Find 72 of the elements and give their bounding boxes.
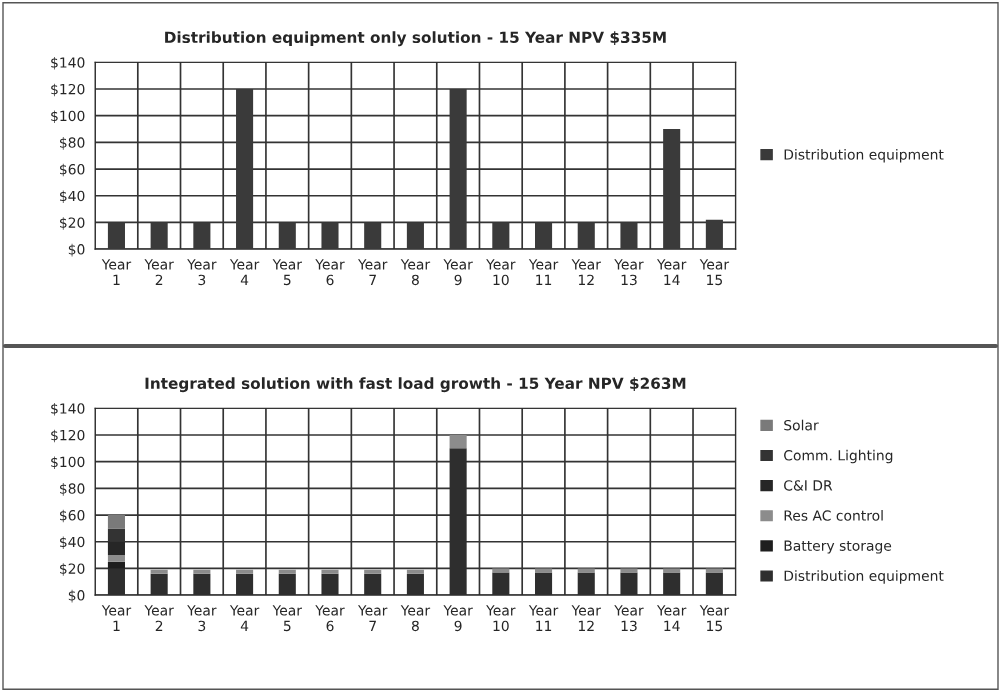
x-tick-label: Year 3 (187, 605, 217, 632)
x-tick-label: Year 2 (144, 259, 174, 285)
bar (364, 569, 382, 574)
bar (449, 434, 467, 449)
y-tick-label: $40 (60, 190, 85, 204)
x-tick-label: Year 7 (357, 259, 388, 285)
bar (321, 569, 339, 574)
x-tick-label: Year 12 (571, 605, 601, 631)
bar (663, 568, 681, 573)
x-tick-label: Year 13 (614, 259, 644, 286)
y-tick-label: $120 (51, 83, 85, 97)
y-tick-label: $100 (51, 110, 85, 123)
bar (107, 555, 125, 562)
bar (577, 568, 595, 573)
y-tick-label: $140 (51, 403, 85, 416)
legend-label: Comm. Lighting (784, 449, 893, 464)
chart-title: Integrated solution with fast load growth - 15 Year NPV $263M (145, 377, 686, 393)
bar (620, 568, 638, 573)
x-tick-label: Year 6 (315, 605, 345, 632)
x-tick-label: Year 4 (229, 605, 260, 631)
y-tick-label: $140 (51, 57, 85, 70)
x-tick-label: Year 4 (229, 259, 260, 285)
y-tick-label: $60 (60, 163, 85, 177)
x-tick-label: Year 5 (272, 259, 302, 286)
y-tick-label: $80 (60, 483, 85, 496)
bar (705, 568, 723, 573)
y-tick-label: $60 (60, 509, 85, 523)
y-tick-label: $40 (60, 536, 85, 550)
x-tick-label: Year 10 (486, 259, 516, 286)
x-tick-label: Year 10 (486, 605, 516, 632)
y-tick-label: $20 (60, 217, 85, 230)
x-tick-label: Year 6 (315, 259, 345, 286)
legend-label: Distribution equipment (784, 148, 944, 163)
bar (193, 569, 211, 574)
x-tick-label: Year 8 (400, 605, 431, 632)
x-tick-label: Year 9 (443, 259, 473, 286)
legend-label: C&I DR (784, 480, 833, 491)
x-tick-label: Year 15 (699, 605, 730, 632)
y-tick-label: $120 (51, 429, 85, 443)
bar (236, 569, 254, 574)
x-tick-label: Year 12 (571, 259, 601, 285)
x-tick-label: Year 13 (614, 605, 644, 632)
x-tick-label: Year 1 (101, 259, 132, 285)
bar (535, 568, 553, 573)
bar (107, 541, 125, 556)
y-tick-label: $80 (60, 137, 85, 150)
x-tick-label: Year 14 (656, 605, 687, 631)
chart-title: Distribution equipment only solution - 15 Year NPV $335M (165, 31, 666, 47)
bar (107, 515, 125, 529)
y-tick-label: $20 (60, 563, 85, 576)
x-tick-label: Year 1 (101, 605, 132, 631)
y-tick-label: $0 (68, 243, 85, 257)
bar (492, 568, 510, 573)
legend-label: Solar (784, 419, 819, 431)
legend-label: Battery storage (784, 540, 892, 554)
bar (150, 569, 168, 574)
x-tick-label: Year 9 (443, 605, 473, 632)
x-tick-label: Year 3 (187, 259, 217, 286)
bar (406, 569, 424, 574)
x-tick-label: Year 14 (656, 259, 687, 285)
x-tick-label: Year 8 (400, 259, 431, 286)
x-tick-label: Year 11 (528, 605, 559, 631)
x-tick-label: Year 11 (528, 259, 559, 285)
legend-label: Distribution equipment (784, 570, 944, 584)
x-tick-label: Year 7 (357, 605, 388, 631)
x-tick-label: Year 15 (699, 259, 730, 286)
x-tick-label: Year 5 (272, 605, 302, 632)
bar (278, 569, 296, 574)
y-tick-label: $0 (68, 589, 85, 603)
y-tick-label: $100 (51, 456, 85, 469)
x-tick-label: Year 2 (144, 605, 174, 631)
legend-label: Res AC control (784, 510, 883, 521)
